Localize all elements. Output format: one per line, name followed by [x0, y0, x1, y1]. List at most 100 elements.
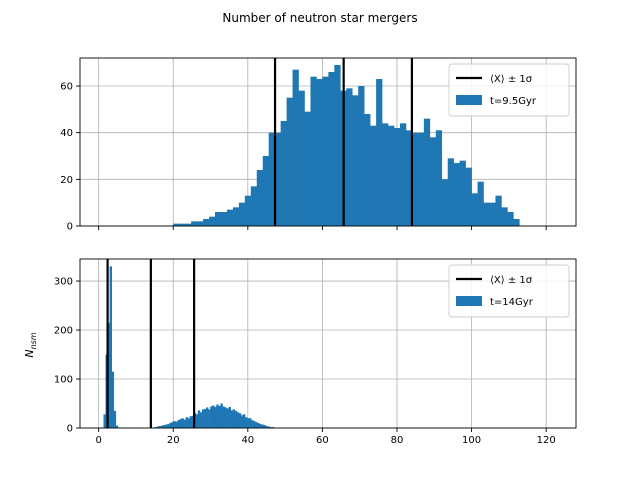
histogram-bar — [209, 216, 216, 226]
histogram-bar — [251, 420, 254, 428]
histogram-bar — [352, 95, 359, 226]
histogram-bar — [346, 88, 353, 226]
histogram-bar — [501, 207, 508, 226]
histogram-bar — [249, 418, 252, 428]
histogram-bar — [154, 427, 158, 428]
histogram-bar — [261, 424, 264, 428]
histogram-bar — [358, 86, 365, 226]
histogram-bar — [214, 406, 217, 428]
legend-label: ⟨X⟩ ± 1σ — [490, 275, 533, 286]
legend-label: ⟨X⟩ ± 1σ — [490, 74, 533, 85]
histogram-bar — [177, 420, 180, 428]
histogram-bar — [210, 406, 213, 428]
histogram-bar — [405, 130, 413, 226]
histogram-bar — [191, 221, 198, 226]
histogram-bar — [304, 111, 311, 226]
histogram-bar — [204, 408, 207, 428]
figure-title: Number of neutron star mergers — [222, 11, 417, 25]
histogram-bar — [271, 427, 275, 428]
histogram-bar — [399, 123, 407, 226]
histogram-bar — [236, 412, 240, 428]
x-tick-label: 100 — [462, 435, 481, 446]
histogram-bar — [109, 266, 112, 428]
legend-patch-swatch — [456, 296, 482, 306]
histogram-bar — [171, 422, 174, 428]
histogram-bar — [107, 322, 110, 428]
y-tick-label: 300 — [54, 277, 73, 288]
histogram-bar — [310, 76, 317, 226]
histogram-bar — [160, 425, 164, 428]
histogram-bar — [232, 409, 236, 428]
histogram-bar — [222, 406, 225, 428]
histogram-bar — [394, 128, 401, 226]
histogram-bar — [435, 130, 443, 226]
chart-panel-bottom: 0 20 40 60 80 100 120 0 100 200 300 ⟨X⟩ ± 1σ t=14Gyr — [54, 258, 577, 446]
histogram-bar — [220, 212, 228, 226]
histogram-bar — [242, 414, 246, 428]
y-axis-label-main: N — [23, 349, 36, 357]
histogram-bar — [195, 414, 199, 428]
y-tick-label: 60 — [60, 82, 73, 93]
histogram-bar — [224, 407, 227, 428]
y-tick-label: 40 — [60, 128, 73, 139]
histogram-bar — [197, 410, 201, 428]
y-tick-label: 0 — [67, 424, 73, 435]
histogram-bar — [298, 90, 305, 226]
histogram-bar — [115, 425, 119, 428]
legend-box — [448, 63, 570, 117]
histogram-bar — [316, 79, 323, 226]
histogram-bar — [411, 132, 419, 226]
histogram-bar — [185, 417, 188, 428]
histogram-bar — [417, 132, 425, 226]
histogram-bar — [269, 427, 272, 428]
x-tick-label: 60 — [316, 435, 329, 446]
histogram-bar — [203, 219, 210, 226]
histogram-bar — [263, 425, 266, 428]
histogram-bar — [489, 202, 496, 226]
histogram-bar — [382, 123, 389, 226]
histogram-bar — [334, 65, 341, 226]
histogram-bar — [471, 193, 478, 226]
histogram-bar — [158, 426, 162, 428]
svg-text:Nnsm: Nnsm — [23, 332, 38, 357]
y-axis-label: Nnsm — [23, 332, 38, 357]
y-tick-label: 0 — [67, 222, 73, 233]
legend-box — [448, 264, 570, 318]
histogram-bar — [156, 426, 160, 428]
histogram-bar — [465, 167, 472, 226]
histogram-bar — [259, 424, 262, 428]
histogram-bars — [173, 65, 520, 226]
histogram-bar — [173, 223, 180, 226]
chart-panel-top: 0 20 40 60 ⟨X⟩ ± 1σ t=9.5Gyr — [60, 57, 577, 233]
legend-patch-swatch — [456, 95, 482, 105]
histogram-bar — [513, 219, 520, 226]
legend-label: t=9.5Gyr — [490, 96, 537, 107]
histogram-bar — [245, 417, 248, 428]
histogram-bar — [257, 423, 260, 428]
axes-frame — [79, 57, 577, 227]
histogram-bar — [173, 421, 176, 428]
histogram-bar — [322, 76, 329, 226]
histogram-bar — [286, 97, 293, 226]
y-tick-label: 100 — [54, 375, 73, 386]
histogram-bar — [247, 418, 250, 428]
histogram-bar — [232, 207, 240, 226]
x-tick-label: 0 — [95, 435, 101, 446]
histogram-bar — [292, 69, 299, 226]
histogram-bar — [215, 212, 222, 226]
histogram-bar — [376, 79, 383, 226]
histogram-bar — [370, 125, 377, 226]
histogram-bar — [179, 223, 186, 226]
x-tick-label: 120 — [537, 435, 556, 446]
histogram-bar — [230, 410, 234, 428]
histogram-bar — [267, 426, 270, 428]
histogram-bar — [234, 410, 238, 428]
histogram-bar — [483, 202, 490, 226]
histogram-bar — [250, 186, 258, 226]
histogram-bar — [181, 418, 184, 428]
histogram-bars — [103, 266, 277, 428]
histogram-bar — [256, 170, 264, 226]
histogram-bar — [191, 415, 195, 428]
x-tick-label: 80 — [391, 435, 404, 446]
